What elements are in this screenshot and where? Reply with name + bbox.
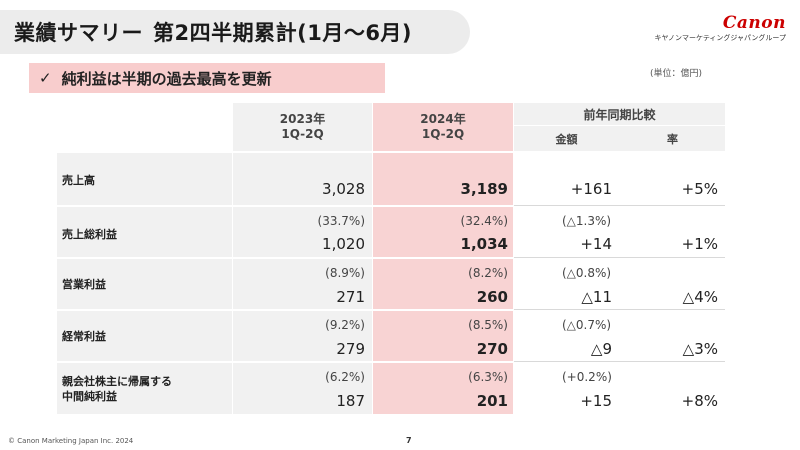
row-divider	[514, 257, 725, 258]
cell-2024-value: 260	[476, 288, 508, 306]
cell-2023-ratio: (33.7%)	[317, 214, 365, 228]
cell-yoy-rate: △4%	[682, 288, 718, 306]
cell-yoy-ratio: (△0.7%)	[562, 318, 612, 332]
highlight-text: 純利益は半期の過去最高を更新	[61, 69, 272, 88]
cell-2023-value: 1,020	[322, 235, 365, 253]
highlight-banner: ✓ 純利益は半期の過去最高を更新	[29, 63, 385, 93]
cell-yoy-amount: +15	[580, 392, 612, 410]
row-divider	[57, 309, 725, 311]
label-column-bg	[57, 152, 232, 414]
row-label-net-income: 親会社株主に帰属する 中間純利益	[62, 375, 172, 403]
cell-yoy-rate: △3%	[682, 340, 718, 358]
page-title: 業績サマリー 第2四半期累計(1月～6月)	[14, 17, 412, 47]
column-header-2024: 2024年 1Q-2Q	[420, 112, 466, 141]
copyright: © Canon Marketing Japan Inc. 2024	[8, 437, 134, 445]
cell-2024-value: 1,034	[460, 235, 508, 253]
cell-yoy-rate: +8%	[681, 392, 718, 410]
column-header-yoy: 前年同期比較	[583, 108, 656, 122]
column-header-amount: 金額	[555, 133, 578, 146]
cell-yoy-ratio: (△1.3%)	[562, 214, 612, 228]
unit-note: (単位：億円)	[649, 69, 702, 79]
cell-2024-ratio: (32.4%)	[460, 214, 508, 228]
column-yoy-header-bg	[514, 103, 725, 151]
cell-2023-value: 279	[336, 340, 365, 358]
row-divider	[514, 361, 725, 362]
brand-wordmark: Canon	[722, 13, 786, 33]
row-divider	[57, 361, 725, 363]
title-bar	[0, 10, 470, 54]
cell-yoy-amount: △11	[581, 288, 612, 306]
row-divider	[57, 205, 725, 207]
cell-2024-ratio: (6.3%)	[468, 370, 508, 384]
row-label-ordinary-profit: 経常利益	[62, 330, 106, 343]
title-sub: 第2四半期累計(1月～6月)	[153, 21, 413, 45]
brand-subtext: キヤノンマーケティングジャパングループ	[654, 34, 786, 42]
canon-logo: Canon キヤノンマーケティングジャパングループ	[655, 14, 786, 43]
row-divider	[57, 257, 725, 259]
row-divider	[514, 309, 725, 310]
column-header-rate: 率	[667, 133, 678, 146]
cell-2023-value: 3,028	[322, 180, 365, 198]
row-label-net-sales: 売上高	[62, 174, 95, 187]
cell-2023-ratio: (9.2%)	[325, 318, 365, 332]
row-divider	[57, 151, 725, 153]
cell-yoy-ratio: (+0.2%)	[562, 370, 612, 384]
cell-yoy-amount: +161	[570, 180, 612, 198]
page-number: 7	[406, 436, 412, 445]
row-label-gross-profit: 売上総利益	[62, 228, 117, 241]
cell-2024-value: 201	[476, 392, 508, 410]
cell-yoy-rate: +1%	[681, 235, 718, 253]
cell-yoy-ratio: (△0.8%)	[562, 266, 612, 280]
cell-yoy-amount: +14	[580, 235, 612, 253]
cell-yoy-amount: △9	[590, 340, 612, 358]
check-icon: ✓	[39, 69, 52, 87]
cell-2023-ratio: (6.2%)	[325, 370, 365, 384]
cell-2024-ratio: (8.2%)	[468, 266, 508, 280]
title-main: 業績サマリー	[14, 21, 143, 45]
cell-2023-value: 187	[336, 392, 365, 410]
yoy-header-divider	[514, 125, 725, 126]
cell-yoy-rate: +5%	[681, 180, 718, 198]
cell-2024-value: 270	[476, 340, 508, 358]
cell-2024-value: 3,189	[460, 180, 508, 198]
cell-2024-ratio: (8.5%)	[468, 318, 508, 332]
row-divider	[514, 205, 725, 206]
cell-2023-ratio: (8.9%)	[325, 266, 365, 280]
cell-2023-value: 271	[336, 288, 365, 306]
row-label-operating-profit: 営業利益	[62, 278, 106, 291]
column-header-2023: 2023年 1Q-2Q	[279, 112, 326, 141]
